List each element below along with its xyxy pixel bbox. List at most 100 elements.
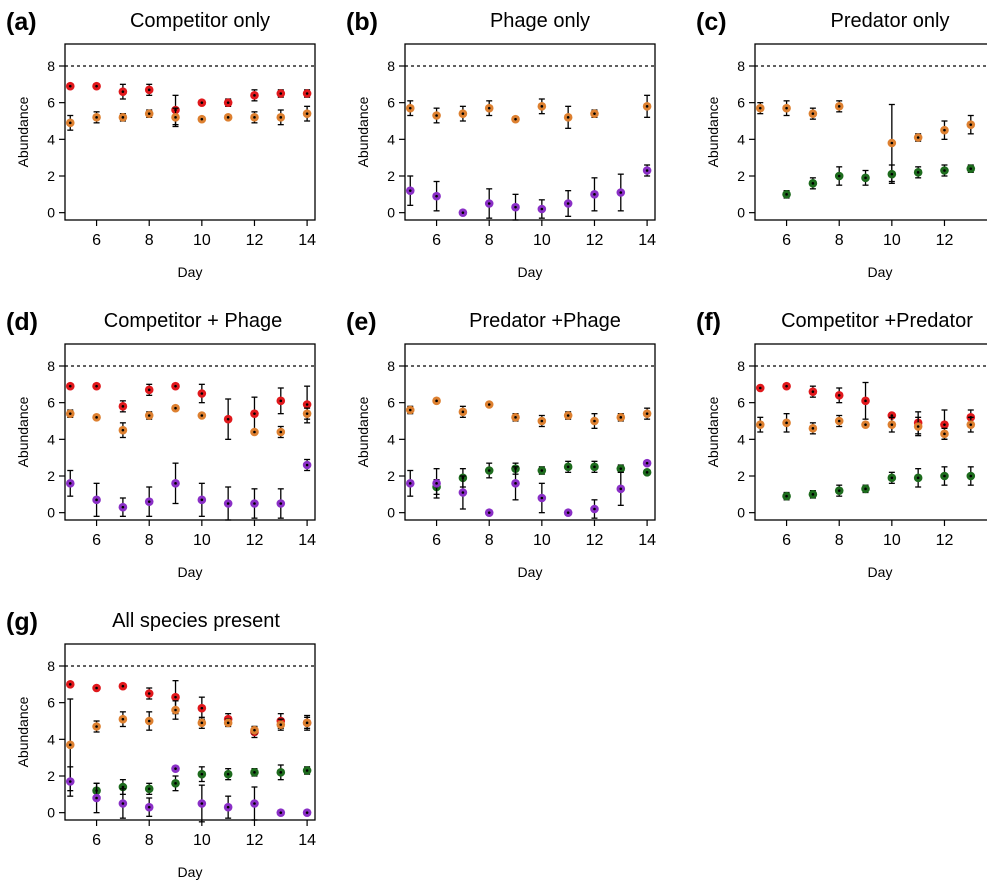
data-point bbox=[405, 100, 415, 117]
x-tick-label: 6 bbox=[92, 232, 101, 249]
y-axis-label: Abundance bbox=[355, 96, 371, 167]
data-point bbox=[65, 766, 75, 797]
data-point bbox=[913, 468, 923, 488]
point-center bbox=[174, 782, 177, 785]
point-center bbox=[785, 193, 788, 196]
point-center bbox=[68, 121, 72, 125]
data-point bbox=[171, 700, 180, 720]
data-point bbox=[755, 416, 765, 433]
data-point bbox=[511, 193, 520, 221]
data-point bbox=[92, 381, 101, 391]
y-tick-label: 0 bbox=[387, 205, 395, 221]
data-point bbox=[511, 413, 520, 422]
point-center bbox=[200, 721, 204, 725]
panel-letter: (b) bbox=[346, 8, 378, 36]
data-point bbox=[171, 403, 180, 413]
data-point bbox=[302, 766, 312, 775]
data-point bbox=[197, 383, 207, 404]
point-center bbox=[514, 416, 517, 419]
data-point bbox=[171, 775, 180, 792]
point-center bbox=[121, 505, 125, 509]
point-center bbox=[593, 507, 596, 511]
data-point bbox=[276, 764, 286, 781]
data-point bbox=[484, 188, 494, 219]
data-point bbox=[782, 381, 791, 391]
point-center bbox=[68, 482, 72, 485]
point-center bbox=[200, 706, 204, 710]
data-point bbox=[782, 190, 791, 199]
point-center bbox=[226, 101, 230, 104]
point-center bbox=[305, 811, 309, 814]
y-tick-label: 0 bbox=[737, 205, 745, 221]
point-center bbox=[95, 796, 98, 800]
panel-letter: (g) bbox=[6, 608, 38, 636]
point-center bbox=[68, 84, 72, 88]
data-point bbox=[302, 89, 312, 98]
point-center bbox=[943, 169, 946, 172]
data-point bbox=[118, 422, 128, 439]
point-center bbox=[305, 463, 309, 467]
point-center bbox=[916, 425, 920, 428]
data-point bbox=[642, 468, 652, 477]
data-point bbox=[250, 427, 259, 437]
panel-title: Competitor only bbox=[129, 10, 271, 32]
point-center bbox=[253, 802, 256, 805]
panel-a: (a) Competitor only 0 2 4 6 8 6 8 10 12 14 Day Abun… bbox=[0, 0, 330, 295]
data-point bbox=[590, 109, 599, 118]
point-center bbox=[408, 408, 412, 412]
point-center bbox=[619, 416, 623, 419]
x-tick-label: 14 bbox=[298, 532, 316, 549]
point-center bbox=[305, 92, 309, 95]
point-center bbox=[174, 384, 177, 388]
data-point bbox=[887, 416, 897, 433]
x-tick-label: 12 bbox=[246, 232, 264, 249]
x-tick-label: 6 bbox=[92, 532, 101, 549]
data-point bbox=[940, 427, 949, 440]
data-point bbox=[432, 180, 441, 212]
point-center bbox=[785, 106, 788, 110]
y-tick-label: 4 bbox=[737, 131, 745, 147]
point-center bbox=[279, 399, 283, 403]
y-tick-label: 0 bbox=[47, 805, 55, 821]
plot-frame bbox=[754, 43, 987, 221]
x-axis-label: Day bbox=[178, 864, 203, 880]
x-tick-label: 6 bbox=[782, 532, 791, 549]
panel-b: (b) Phage only 0 2 4 6 8 6 8 10 12 14 Day Abundance bbox=[340, 0, 670, 295]
plot-frame bbox=[754, 343, 987, 521]
data-point bbox=[834, 484, 844, 497]
point-center bbox=[174, 695, 177, 699]
data-point bbox=[537, 199, 547, 219]
data-point bbox=[966, 466, 976, 486]
data-point bbox=[92, 782, 101, 814]
panel-e: (e) Predator +Phage 0 2 4 6 8 6 8 10 12 14 Day Abun… bbox=[340, 300, 670, 595]
point-center bbox=[785, 494, 788, 498]
point-center bbox=[147, 805, 151, 809]
point-center bbox=[435, 482, 438, 485]
data-point bbox=[171, 381, 180, 391]
point-center bbox=[200, 772, 204, 776]
data-point bbox=[276, 808, 286, 817]
x-tick-label: 12 bbox=[586, 532, 604, 549]
point-center bbox=[95, 498, 98, 502]
x-tick-label: 6 bbox=[432, 532, 441, 549]
point-center bbox=[147, 692, 151, 695]
point-center bbox=[68, 683, 72, 686]
y-tick-label: 6 bbox=[387, 95, 395, 111]
point-center bbox=[619, 191, 623, 194]
data-point bbox=[92, 81, 101, 91]
panel-title: Predator only bbox=[830, 10, 950, 32]
point-center bbox=[916, 171, 920, 174]
point-center bbox=[121, 428, 125, 432]
y-tick-label: 4 bbox=[47, 731, 55, 747]
point-center bbox=[487, 511, 491, 514]
point-center bbox=[593, 465, 596, 469]
data-point bbox=[197, 411, 207, 420]
plot-frame bbox=[404, 343, 656, 521]
data-point bbox=[484, 100, 494, 117]
data-point bbox=[966, 114, 976, 135]
data-point bbox=[590, 499, 599, 519]
data-point bbox=[913, 416, 923, 437]
